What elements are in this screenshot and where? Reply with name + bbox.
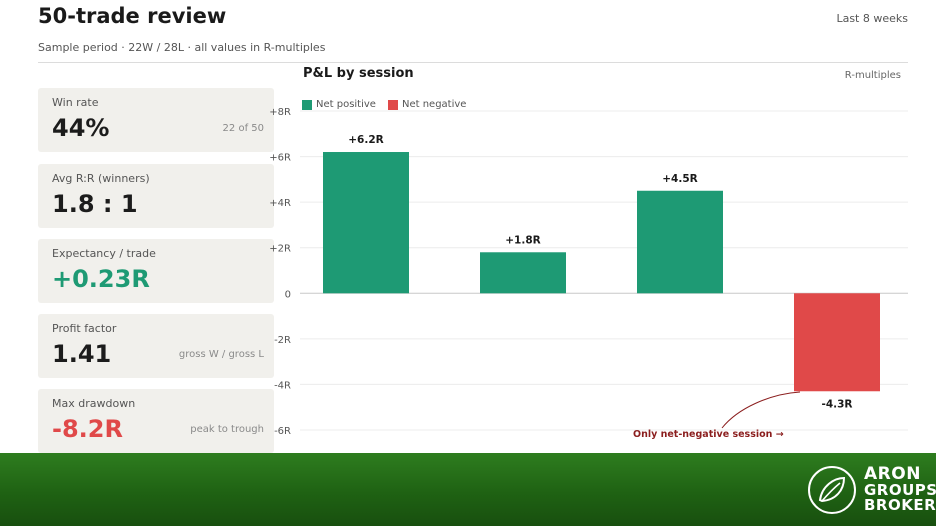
kpi-value: 1.41 (52, 340, 112, 368)
kpi-value: -8.2R (52, 415, 123, 443)
y-tick-label: -6R (274, 426, 291, 437)
y-tick-label: +4R (269, 198, 291, 209)
chart-title: P&L by session (303, 66, 414, 81)
brand-line: ARON (864, 464, 921, 484)
data-label: -4.3R (821, 398, 852, 410)
kpi-card-avg-rr: Avg R:R (winners) 1.8 : 1 (38, 164, 274, 228)
kpi-label: Expectancy / trade (52, 247, 156, 260)
kpi-note: gross W / gross L (178, 349, 264, 360)
brand-logo-icon (808, 466, 856, 514)
kpi-note: 22 of 50 (222, 123, 264, 134)
kpi-label: Avg R:R (winners) (52, 172, 150, 185)
legend-label: Net negative (401, 99, 467, 110)
y-tick-label: +2R (269, 244, 291, 255)
data-label: +1.8R (505, 234, 540, 246)
kpi-label: Profit factor (52, 322, 117, 335)
brand-name: ARON GROUPS BROKER (864, 466, 936, 513)
bar-3 (637, 190, 723, 294)
kpi-label: Win rate (52, 96, 99, 109)
kpi-value: 44% (52, 114, 110, 142)
y-tick-label: -2R (274, 335, 291, 346)
brand-line: BROKER (864, 496, 936, 514)
date-range-label: Last 8 weeks (836, 12, 908, 25)
legend-item-negative: Net negative (387, 99, 467, 110)
kpi-label: Max drawdown (52, 397, 136, 410)
kpi-card-profit-factor: Profit factor 1.41 gross W / gross L (38, 314, 274, 378)
chart-legend: Net positive Net negative (302, 99, 478, 110)
legend-item-positive: Net positive (302, 99, 376, 110)
pnl-bar-chart: +8R +6R +4R +2R 0 -2R -4R -6R +6.2R +1.8R +4.5R -4.… (269, 107, 908, 440)
bar-4 (794, 293, 880, 392)
kpi-card-max-drawdown: Max drawdown -8.2R peak to trough (38, 389, 274, 453)
legend-swatch-positive (302, 99, 312, 110)
kpi-value: 1.8 : 1 (52, 190, 138, 218)
bar-2 (480, 252, 566, 294)
annotation-connector (721, 391, 801, 429)
kpi-card-win-rate: Win rate 44% 22 of 50 (38, 88, 274, 152)
brand-footer (0, 453, 936, 526)
kpi-note: peak to trough (190, 424, 264, 435)
y-tick-label: -4R (274, 380, 291, 391)
bar-1 (323, 152, 409, 294)
legend-label: Net positive (316, 99, 376, 110)
y-tick-label: 0 (285, 289, 291, 300)
annotation-text: Only net-negative session → (633, 429, 784, 440)
data-label: +6.2R (348, 134, 383, 146)
page-title: 50-trade review (38, 4, 227, 28)
chart-unit-label: R-multiples (844, 70, 901, 81)
kpi-value: +0.23R (52, 265, 150, 293)
data-label: +4.5R (662, 173, 697, 185)
brand-line: GROUPS (864, 481, 936, 499)
kpi-card-expectancy: Expectancy / trade +0.23R (38, 239, 274, 303)
leaf-icon (818, 476, 846, 503)
header-divider (38, 62, 908, 63)
legend-swatch-negative (387, 99, 398, 110)
y-tick-label: +6R (269, 153, 291, 164)
page-subtitle: Sample period · 22W / 28L · all values i… (38, 41, 326, 54)
y-tick-label: +8R (269, 107, 291, 118)
